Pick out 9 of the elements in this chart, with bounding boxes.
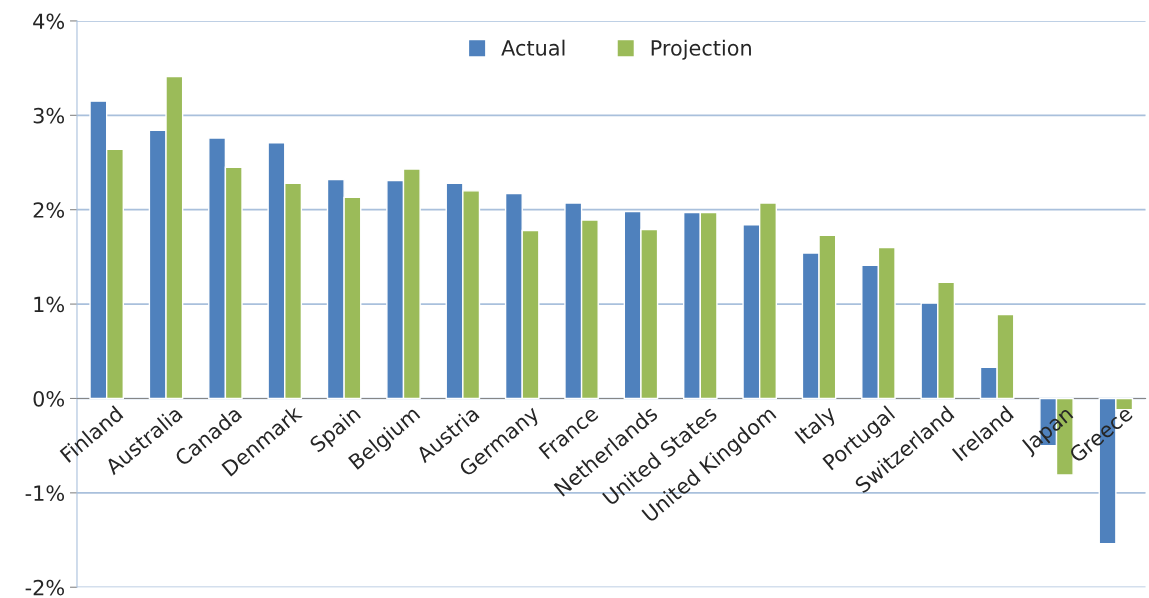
y-tick-label: 0% [33,390,65,407]
legend-label: Actual [501,39,565,56]
y-tick-label: 3% [33,107,65,124]
y-tick-label: 2% [33,202,65,218]
y-tick-label: -2% [25,579,65,596]
y-tick-label: -1% [25,485,65,502]
legend-label: Projection [651,39,751,60]
y-tick-label: 4% [33,13,65,30]
y-tick-label: 1% [34,296,65,313]
